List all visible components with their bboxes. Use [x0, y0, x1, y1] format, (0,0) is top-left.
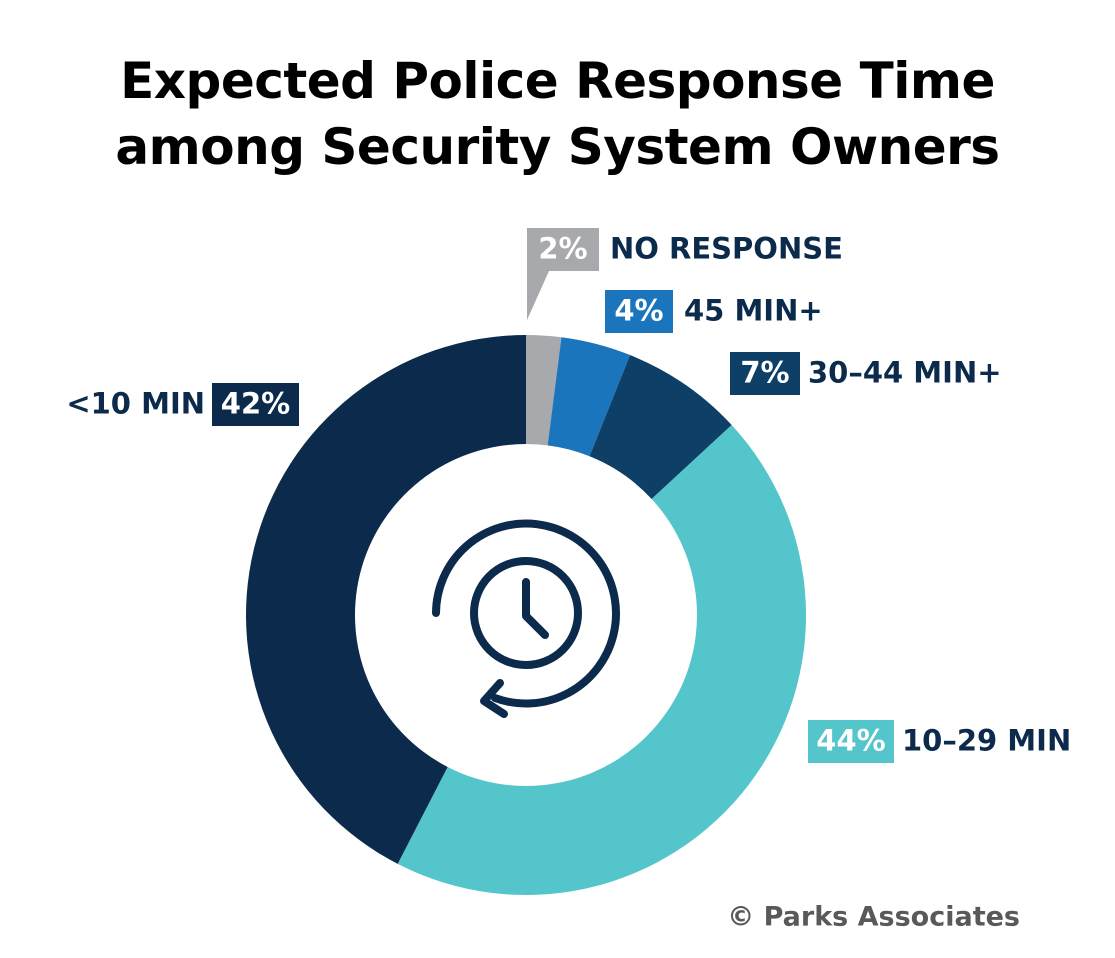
label-box [730, 352, 800, 395]
label-box [605, 290, 673, 333]
labels: 2% NO RESPONSE 4% 45 MIN+ 7% 30–44 MIN+ 44% 10–… [66, 228, 1071, 763]
category-label: 30–44 MIN+ [808, 356, 1002, 390]
data-label: 7% [740, 356, 789, 390]
label-box [808, 720, 894, 763]
slice [547, 337, 631, 457]
slice [526, 335, 562, 446]
data-label: 44% [816, 724, 885, 758]
category-label: <10 MIN [66, 387, 205, 421]
category-label: 10–29 MIN [902, 724, 1071, 758]
slice [589, 355, 732, 499]
label-pointer [527, 271, 549, 320]
label-box [212, 383, 299, 426]
data-label: 42% [221, 387, 290, 421]
category-label: NO RESPONSE [610, 232, 843, 266]
source: © Parks Associates [727, 902, 1020, 933]
data-label: 4% [614, 294, 663, 328]
slice [397, 425, 807, 896]
data-label: 2% [538, 232, 587, 266]
slice [246, 335, 527, 864]
category-label: 45 MIN+ [684, 294, 823, 328]
slices [246, 335, 807, 896]
clock-icon [432, 519, 620, 718]
label-box [527, 228, 599, 271]
chart-title: Expected Police Response Time among Secu… [115, 52, 1000, 176]
